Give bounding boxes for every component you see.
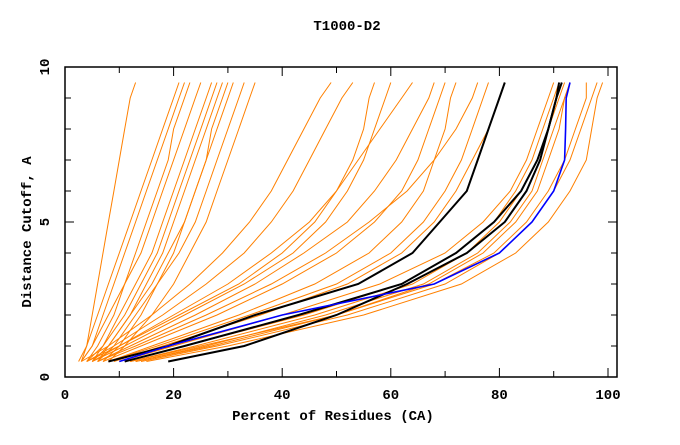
x-tick-label: 20	[165, 388, 182, 404]
orange-series-19	[97, 82, 479, 362]
orange-series-9	[97, 82, 245, 362]
orange-series-5	[86, 82, 218, 362]
orange-series-27	[130, 82, 587, 362]
x-tick-label: 80	[491, 388, 508, 404]
black-series-2	[168, 82, 563, 363]
series-group	[78, 82, 604, 363]
axes-group: 0 20 40 60 80 100 0 5 10	[38, 59, 621, 404]
x-tick-label: 0	[61, 388, 69, 404]
blue-series	[119, 82, 571, 363]
y-tick-label: 5	[38, 218, 54, 226]
orange-series-29	[135, 82, 571, 362]
x-tick-label: 100	[595, 388, 620, 404]
orange-series-30	[108, 82, 489, 362]
orange-series-1	[86, 82, 202, 362]
orange-series-7	[91, 82, 229, 362]
orange-series-20	[86, 82, 375, 362]
orange-series-0	[80, 82, 185, 362]
y-axis-label: Distance Cutoff, A	[20, 156, 36, 308]
orange-series-10	[108, 82, 256, 362]
orange-series-2	[91, 82, 213, 362]
x-tick-label: 40	[274, 388, 291, 404]
orange-series-12	[91, 82, 413, 362]
orange-series-22	[135, 82, 571, 362]
y-tick-label: 10	[38, 59, 54, 76]
orange-series-16	[91, 82, 392, 362]
orange-series-13	[97, 82, 435, 362]
orange-series-18	[108, 82, 457, 362]
orange-series-15	[102, 82, 446, 362]
orange-series-8	[80, 82, 180, 362]
x-axis-label: Percent of Residues (CA)	[232, 409, 434, 425]
plot-frame	[64, 66, 618, 378]
orange-series-25	[146, 82, 604, 362]
black-series-0	[108, 82, 506, 363]
orange-series-17	[81, 82, 332, 362]
orange-series-11	[78, 82, 137, 362]
y-tick-label: 0	[38, 373, 54, 381]
chart-title: T1000-D2	[313, 19, 380, 35]
x-tick-label: 60	[382, 388, 399, 404]
orange-series-3	[80, 82, 191, 362]
orange-series-14	[86, 82, 354, 362]
